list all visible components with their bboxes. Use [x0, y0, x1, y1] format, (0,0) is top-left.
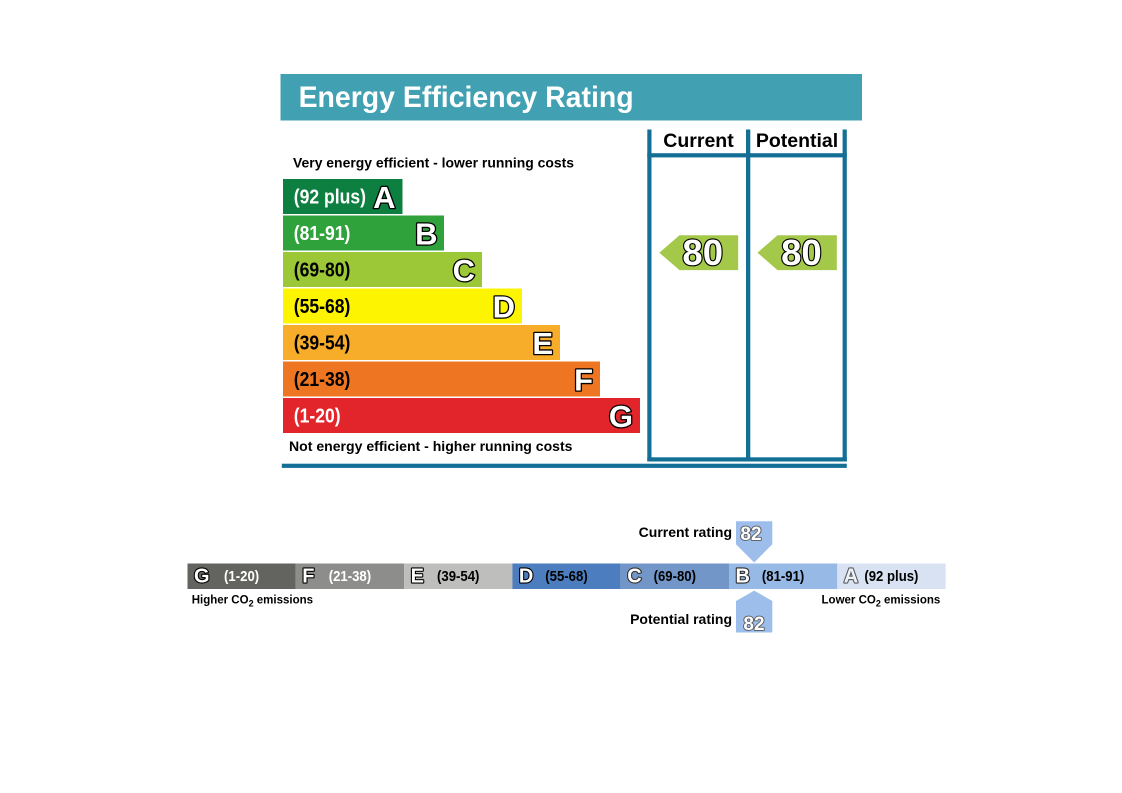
svg-text:Potential: Potential [756, 130, 838, 152]
svg-text:80: 80 [682, 232, 723, 273]
svg-text:82: 82 [740, 524, 761, 545]
svg-text:C: C [627, 566, 641, 588]
svg-text:B: B [415, 217, 437, 252]
svg-text:80: 80 [781, 232, 822, 273]
svg-text:(81-91): (81-91) [294, 223, 351, 245]
svg-text:D: D [519, 566, 533, 588]
svg-text:(55-68): (55-68) [294, 296, 351, 318]
svg-text:Lower CO2 emissions: Lower CO2 emissions [822, 595, 941, 609]
svg-text:(69-80): (69-80) [294, 259, 351, 281]
svg-text:(1-20): (1-20) [224, 568, 259, 585]
svg-text:F: F [302, 566, 314, 588]
svg-text:Current rating: Current rating [639, 524, 732, 540]
svg-text:(69-80): (69-80) [654, 568, 696, 585]
svg-text:Not energy efficient - higher: Not energy efficient - higher running co… [289, 438, 573, 454]
svg-text:E: E [411, 566, 424, 588]
svg-text:Potential rating: Potential rating [630, 611, 732, 627]
svg-text:(92 plus): (92 plus) [864, 568, 918, 585]
svg-text:(1-20): (1-20) [294, 405, 341, 427]
svg-text:C: C [453, 253, 475, 288]
svg-text:Higher CO2 emissions: Higher CO2 emissions [192, 595, 313, 609]
svg-text:(55-68): (55-68) [545, 568, 587, 585]
svg-text:Current: Current [663, 130, 734, 152]
svg-text:E: E [532, 326, 553, 361]
svg-text:82: 82 [743, 614, 764, 635]
svg-text:G: G [609, 399, 633, 434]
svg-text:(39-54): (39-54) [437, 568, 479, 585]
svg-text:A: A [844, 566, 858, 588]
svg-text:G: G [194, 566, 210, 588]
svg-text:A: A [373, 180, 395, 215]
svg-text:Very energy efficient - lower: Very energy efficient - lower running co… [293, 155, 574, 171]
svg-text:B: B [736, 566, 750, 588]
svg-text:(21-38): (21-38) [294, 369, 351, 391]
svg-text:(81-91): (81-91) [762, 568, 804, 585]
svg-text:D: D [493, 290, 515, 325]
svg-text:(92 plus): (92 plus) [294, 186, 366, 208]
svg-text:Energy Efficiency Rating: Energy Efficiency Rating [299, 81, 634, 114]
svg-text:(21-38): (21-38) [329, 568, 371, 585]
svg-text:F: F [574, 363, 593, 398]
svg-text:(39-54): (39-54) [294, 332, 351, 354]
